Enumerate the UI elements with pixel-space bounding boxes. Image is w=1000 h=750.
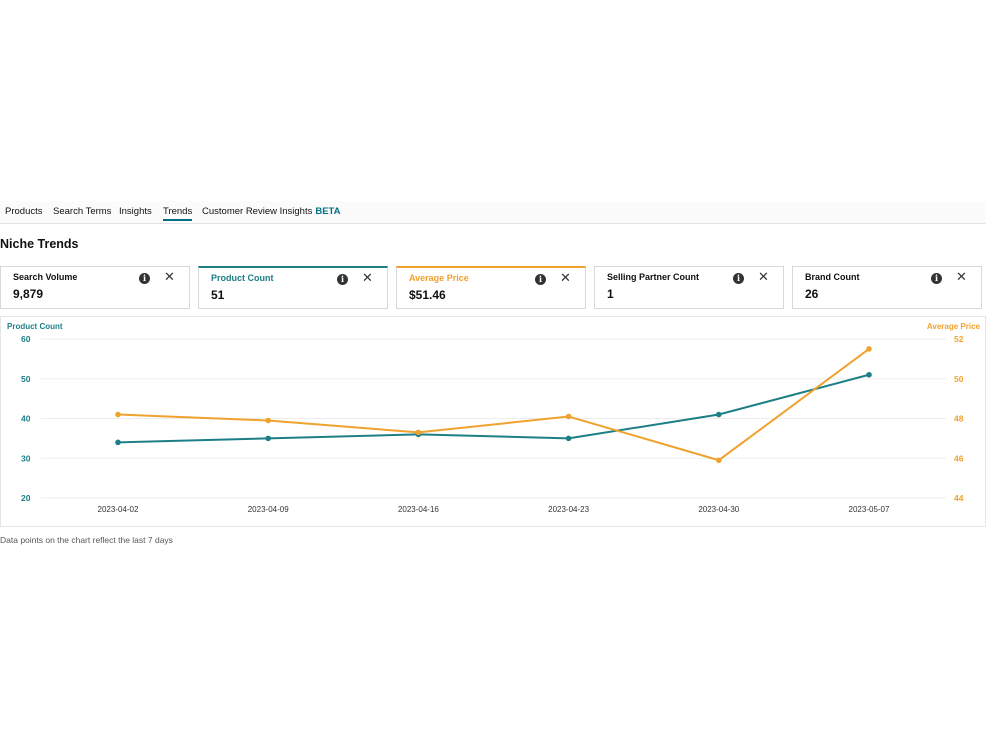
metric-value: 9,879 bbox=[13, 287, 44, 301]
info-icon[interactable]: i bbox=[337, 274, 348, 285]
data-point bbox=[565, 435, 572, 442]
metric-card-product-count[interactable]: Product Count 51 i ✕ bbox=[198, 266, 388, 309]
right-tick-label: 48 bbox=[954, 414, 964, 424]
left-tick-label: 50 bbox=[21, 374, 31, 384]
tab-customer-review-insights[interactable]: Customer Review Insights BETA bbox=[202, 206, 341, 217]
left-tick-label: 20 bbox=[21, 493, 31, 503]
data-point bbox=[565, 413, 572, 420]
metric-card-brand-count[interactable]: Brand Count 26 i ✕ bbox=[792, 266, 982, 309]
x-tick-label: 2023-04-02 bbox=[98, 505, 139, 514]
metric-card-selling-partner-count[interactable]: Selling Partner Count 1 i ✕ bbox=[594, 266, 784, 309]
metric-value: 51 bbox=[211, 288, 225, 302]
close-icon[interactable]: ✕ bbox=[956, 269, 967, 284]
data-point bbox=[115, 411, 121, 418]
tab-trends[interactable]: Trends bbox=[163, 206, 193, 221]
data-point bbox=[265, 417, 272, 424]
series-line bbox=[117, 373, 870, 444]
data-point bbox=[115, 439, 121, 446]
metric-card-average-price[interactable]: Average Price $51.46 i ✕ bbox=[396, 266, 586, 309]
tab-insights[interactable]: Insights bbox=[119, 206, 152, 217]
left-axis-title: Product Count bbox=[7, 322, 63, 331]
metric-value: 1 bbox=[607, 287, 614, 301]
info-icon[interactable]: i bbox=[931, 273, 942, 284]
left-tick-label: 60 bbox=[21, 334, 31, 344]
trend-chart-panel: Product Count Average Price 60 50 40 30 20 52 50… bbox=[0, 316, 986, 527]
data-point bbox=[866, 371, 872, 378]
close-icon[interactable]: ✕ bbox=[560, 270, 571, 285]
metric-label: Average Price bbox=[409, 273, 469, 283]
x-tick-label: 2023-05-07 bbox=[849, 505, 890, 514]
tab-label: Customer Review Insights bbox=[202, 206, 313, 217]
metric-value: $51.46 bbox=[409, 288, 446, 302]
data-point bbox=[716, 411, 722, 418]
x-tick-label: 2023-04-16 bbox=[398, 505, 439, 514]
metric-label: Brand Count bbox=[805, 272, 860, 282]
tab-search-terms[interactable]: Search Terms bbox=[53, 206, 112, 217]
right-axis-title: Average Price bbox=[927, 322, 981, 331]
right-tick-label: 52 bbox=[954, 334, 964, 344]
info-icon[interactable]: i bbox=[733, 273, 744, 284]
tab-bar: Products Search Terms Insights Trends Cu… bbox=[0, 201, 986, 224]
metric-card-search-volume[interactable]: Search Volume 9,879 i ✕ bbox=[0, 266, 190, 309]
right-tick-label: 50 bbox=[954, 374, 964, 384]
chart-footnote: Data points on the chart reflect the las… bbox=[0, 535, 173, 545]
metric-label: Search Volume bbox=[13, 272, 78, 282]
page-title: Niche Trends bbox=[0, 237, 79, 251]
right-tick-label: 44 bbox=[954, 493, 964, 503]
left-tick-label: 40 bbox=[21, 414, 31, 424]
left-tick-label: 30 bbox=[21, 453, 31, 463]
info-icon[interactable]: i bbox=[535, 274, 546, 285]
x-tick-label: 2023-04-09 bbox=[248, 505, 289, 514]
series-line bbox=[117, 348, 870, 462]
data-point bbox=[265, 435, 272, 442]
data-point bbox=[866, 346, 872, 352]
close-icon[interactable]: ✕ bbox=[362, 270, 373, 285]
close-icon[interactable]: ✕ bbox=[164, 269, 175, 284]
close-icon[interactable]: ✕ bbox=[758, 269, 769, 284]
data-point bbox=[716, 457, 722, 464]
x-tick-label: 2023-04-23 bbox=[548, 505, 589, 514]
data-point bbox=[415, 429, 422, 436]
metric-label: Selling Partner Count bbox=[607, 272, 700, 282]
info-icon[interactable]: i bbox=[139, 273, 150, 284]
metric-value: 26 bbox=[805, 287, 819, 301]
trend-chart: Product Count Average Price 60 50 40 30 20 52 50… bbox=[7, 322, 981, 514]
tab-products[interactable]: Products bbox=[5, 206, 43, 217]
right-tick-label: 46 bbox=[954, 453, 964, 463]
beta-badge: BETA bbox=[315, 206, 341, 217]
x-tick-label: 2023-04-30 bbox=[698, 505, 739, 514]
metric-label: Product Count bbox=[211, 273, 274, 283]
